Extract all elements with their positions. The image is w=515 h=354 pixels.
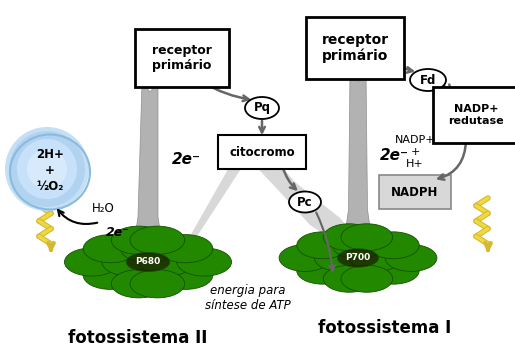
Ellipse shape bbox=[130, 226, 185, 254]
Ellipse shape bbox=[337, 249, 379, 267]
Ellipse shape bbox=[111, 226, 166, 254]
Text: fotossistema II: fotossistema II bbox=[68, 329, 208, 347]
Ellipse shape bbox=[17, 139, 77, 199]
Text: 2e⁻: 2e⁻ bbox=[106, 225, 130, 239]
Ellipse shape bbox=[140, 248, 194, 276]
FancyBboxPatch shape bbox=[306, 17, 404, 79]
Text: NADPH: NADPH bbox=[391, 185, 439, 199]
Text: 2H+
+
½O₂: 2H+ + ½O₂ bbox=[36, 148, 64, 193]
Ellipse shape bbox=[126, 252, 170, 272]
Ellipse shape bbox=[315, 245, 366, 272]
Ellipse shape bbox=[64, 248, 119, 276]
Text: NADP+
+
H+: NADP+ + H+ bbox=[394, 135, 435, 169]
Ellipse shape bbox=[27, 149, 67, 189]
Ellipse shape bbox=[323, 224, 375, 251]
Ellipse shape bbox=[245, 97, 279, 119]
Ellipse shape bbox=[410, 69, 446, 91]
FancyBboxPatch shape bbox=[135, 29, 229, 87]
Polygon shape bbox=[339, 72, 377, 278]
Text: receptor
primário: receptor primário bbox=[152, 44, 212, 72]
Ellipse shape bbox=[177, 248, 232, 276]
Text: H₂O: H₂O bbox=[92, 201, 114, 215]
Ellipse shape bbox=[323, 266, 375, 292]
Ellipse shape bbox=[279, 245, 331, 272]
Text: Pc: Pc bbox=[297, 195, 313, 209]
Ellipse shape bbox=[385, 245, 437, 272]
Ellipse shape bbox=[83, 261, 138, 289]
Ellipse shape bbox=[289, 192, 321, 212]
FancyBboxPatch shape bbox=[433, 87, 515, 143]
Ellipse shape bbox=[5, 127, 89, 211]
Ellipse shape bbox=[368, 257, 419, 284]
Text: Fd: Fd bbox=[420, 74, 436, 86]
Ellipse shape bbox=[332, 232, 384, 259]
Text: P680: P680 bbox=[135, 257, 161, 267]
Text: receptor
primário: receptor primário bbox=[321, 33, 388, 63]
Ellipse shape bbox=[158, 235, 213, 263]
Text: citocromo: citocromo bbox=[229, 145, 295, 159]
Polygon shape bbox=[164, 148, 360, 282]
Ellipse shape bbox=[368, 232, 419, 259]
Ellipse shape bbox=[332, 257, 384, 284]
Ellipse shape bbox=[83, 235, 138, 263]
Ellipse shape bbox=[121, 235, 176, 263]
Text: Pq: Pq bbox=[253, 102, 270, 114]
FancyBboxPatch shape bbox=[379, 175, 451, 209]
Ellipse shape bbox=[341, 266, 392, 292]
Ellipse shape bbox=[121, 261, 176, 289]
Ellipse shape bbox=[158, 261, 213, 289]
Ellipse shape bbox=[350, 245, 402, 272]
Text: 2e⁻: 2e⁻ bbox=[172, 153, 201, 167]
Ellipse shape bbox=[341, 224, 392, 251]
Text: NADP+
redutase: NADP+ redutase bbox=[448, 104, 504, 126]
Ellipse shape bbox=[297, 232, 349, 259]
Ellipse shape bbox=[9, 131, 85, 207]
FancyBboxPatch shape bbox=[218, 135, 306, 169]
Text: 2e⁻: 2e⁻ bbox=[380, 148, 409, 162]
Text: energia para
síntese de ATP: energia para síntese de ATP bbox=[205, 284, 291, 312]
Text: P700: P700 bbox=[346, 253, 371, 263]
Ellipse shape bbox=[111, 270, 166, 298]
Ellipse shape bbox=[102, 248, 157, 276]
Ellipse shape bbox=[297, 257, 349, 284]
Polygon shape bbox=[128, 82, 168, 284]
Ellipse shape bbox=[130, 270, 185, 298]
Text: fotossistema I: fotossistema I bbox=[318, 319, 452, 337]
